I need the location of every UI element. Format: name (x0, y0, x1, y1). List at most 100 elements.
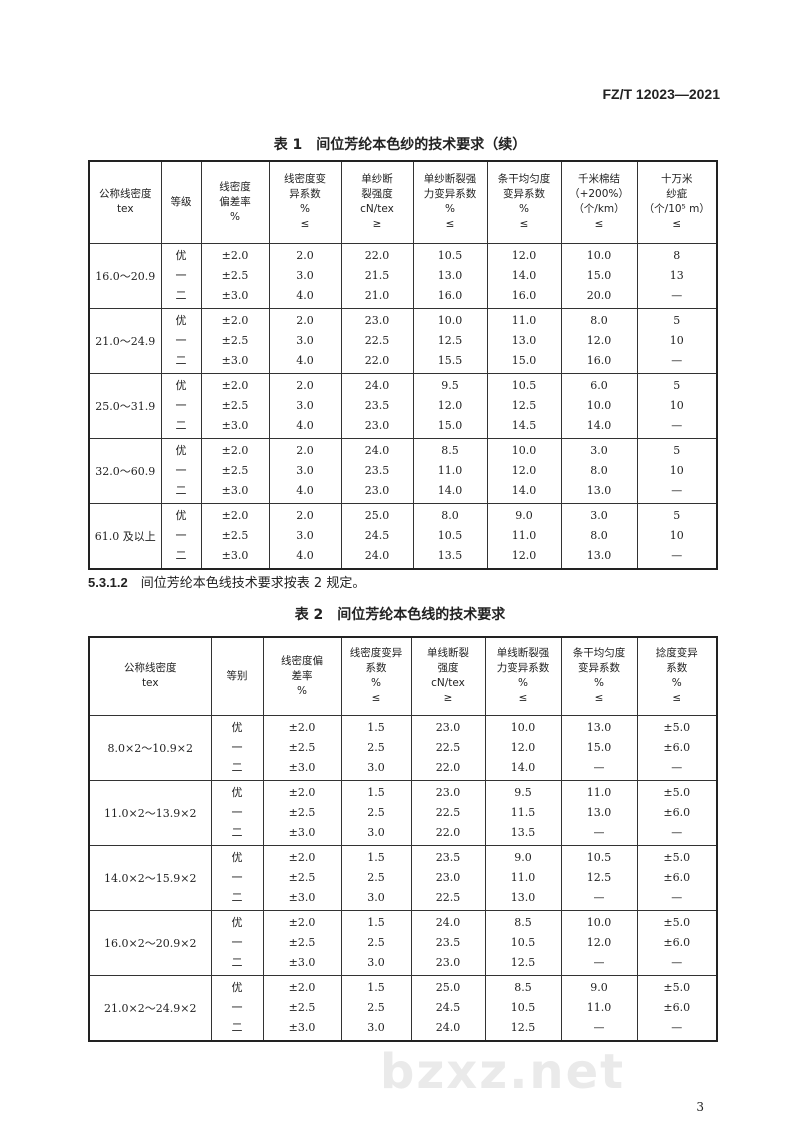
value-cell: — (636, 952, 718, 975)
value-cell: 2.5 (340, 802, 412, 823)
value-cell: ±2.0 (262, 779, 342, 803)
value-cell: ±3.0 (200, 285, 270, 308)
grade-cell: 优 (210, 714, 264, 738)
value-cell: 13.0 (560, 545, 638, 569)
value-cell: 15.5 (412, 350, 488, 373)
value-cell: 16.0 (560, 350, 638, 373)
value-cell: 8.0 (560, 307, 638, 331)
grade-cell: 一 (210, 737, 264, 758)
value-cell: 1.5 (340, 779, 412, 803)
value-cell: 12.5 (486, 395, 562, 416)
value-cell: 23.5 (340, 460, 414, 481)
value-cell: 12.0 (486, 460, 562, 481)
value-cell: 4.0 (268, 480, 342, 503)
value-cell: 8.5 (484, 909, 562, 933)
value-cell: 1.5 (340, 909, 412, 933)
value-cell: ±6.0 (636, 867, 718, 888)
grade-cell: 二 (210, 952, 264, 975)
value-cell: 9.0 (486, 502, 562, 526)
grade-cell: 二 (160, 285, 202, 308)
value-cell: ±6.0 (636, 737, 718, 758)
value-cell: 3.0 (340, 757, 412, 780)
value-cell: ±5.0 (636, 779, 718, 803)
value-cell: ±3.0 (262, 822, 342, 845)
value-cell: ±5.0 (636, 714, 718, 738)
value-cell: 10.0 (486, 437, 562, 461)
value-cell: 12.0 (486, 545, 562, 569)
clause-number: 5.3.1.2 (88, 575, 128, 590)
value-cell: 3.0 (340, 822, 412, 845)
grade-cell: 一 (210, 932, 264, 953)
value-cell: 9.5 (412, 372, 488, 396)
value-cell: 10 (636, 525, 718, 546)
clause-5-3-1-2: 5.3.1.2 间位芳纶本色线技术要求按表 2 规定。 (88, 572, 365, 591)
table-row: 32.0～60.9 优 ±2.0 2.0 24.0 8.5 10.0 3.0 5 (88, 437, 718, 504)
value-cell: 23.0 (410, 779, 486, 803)
value-cell: 22.5 (410, 737, 486, 758)
value-cell: ±3.0 (262, 757, 342, 780)
value-cell: ±2.5 (262, 932, 342, 953)
value-cell: 8.0 (560, 525, 638, 546)
value-cell: ±2.5 (200, 265, 270, 286)
value-cell: ±2.0 (262, 844, 342, 868)
value-cell: — (560, 952, 638, 975)
value-cell: 12.0 (560, 932, 638, 953)
table-row: 一 ±2.5 3.0 22.5 12.5 13.0 12.0 10 (89, 330, 718, 351)
column-header: 单纱断裂强 力变异系数% ≤ (412, 160, 488, 244)
value-cell: 10.0 (560, 909, 638, 933)
grade-cell: 优 (160, 242, 202, 266)
value-cell: 24.5 (340, 525, 414, 546)
value-cell: 11.0 (486, 307, 562, 331)
value-cell: 3.0 (268, 525, 342, 546)
value-cell: 12.5 (484, 952, 562, 975)
value-cell: 11.0 (486, 525, 562, 546)
value-cell: 2.0 (268, 372, 342, 396)
column-header: 线密度偏差率% (262, 636, 342, 716)
grade-cell: 优 (160, 307, 202, 331)
table-row: 16.0～20.9 优 ±2.0 2.0 22.0 10.5 12.0 10.0 8 (88, 242, 718, 309)
value-cell: — (636, 887, 718, 910)
value-cell: ±3.0 (200, 350, 270, 373)
value-cell: 23.0 (410, 952, 486, 975)
value-cell: 10.5 (484, 932, 562, 953)
column-header: 等级 (160, 160, 202, 244)
value-cell: ±3.0 (200, 415, 270, 438)
value-cell: 11.0 (412, 460, 488, 481)
table-row: 一 ±2.5 2.5 23.0 11.0 12.5 ±6.0 (89, 867, 718, 888)
watermark: bzxz.net (380, 1044, 626, 1100)
value-cell: 13.0 (560, 714, 638, 738)
table2-caption: 表 2 间位芳纶本色线的技术要求 (294, 607, 506, 623)
standard-number: FZ/T 12023—2021 (602, 86, 720, 102)
column-header: 千米棉结 （+200%） （个/km） ≤ (560, 160, 638, 244)
value-cell: 11.0 (560, 779, 638, 803)
value-cell: 1.5 (340, 844, 412, 868)
value-cell: 23.0 (410, 867, 486, 888)
table-row: 一 ±2.5 3.0 21.5 13.0 14.0 15.0 13 (89, 265, 718, 286)
grade-cell: 二 (210, 822, 264, 845)
value-cell: 16.0 (486, 285, 562, 308)
table2-thread-requirements: 公称线密度 tex 等别 线密度偏 差率% 线密度变异 系数% ≤ 单线断裂 强度 cN/tex ≥ 单… (88, 636, 718, 1042)
grade-cell: 优 (160, 502, 202, 526)
value-cell: 20.0 (560, 285, 638, 308)
value-cell: ±3.0 (262, 887, 342, 910)
table1-caption: 表 1 间位芳纶本色纱的技术要求（续） (273, 137, 527, 153)
value-cell: 23.0 (340, 480, 414, 503)
value-cell: 9.0 (560, 974, 638, 998)
value-cell: 12.0 (412, 395, 488, 416)
table-row: 14.0×2～15.9×2 优 ±2.0 1.5 23.5 9.0 10.5 ±5.0 (88, 844, 718, 911)
grade-cell: 二 (160, 545, 202, 569)
value-cell: 1.5 (340, 974, 412, 998)
value-cell: 3.0 (340, 887, 412, 910)
value-cell: 10.5 (484, 997, 562, 1018)
value-cell: 2.5 (340, 932, 412, 953)
grade-cell: 一 (210, 997, 264, 1018)
column-header: 等别 (210, 636, 264, 716)
value-cell: 25.0 (340, 502, 414, 526)
value-cell: — (636, 285, 718, 308)
value-cell: 2.5 (340, 737, 412, 758)
value-cell: 8.5 (412, 437, 488, 461)
value-cell: 12.0 (486, 242, 562, 266)
value-cell: ±5.0 (636, 974, 718, 998)
value-cell: 3.0 (340, 1017, 412, 1041)
value-cell: 3.0 (268, 395, 342, 416)
